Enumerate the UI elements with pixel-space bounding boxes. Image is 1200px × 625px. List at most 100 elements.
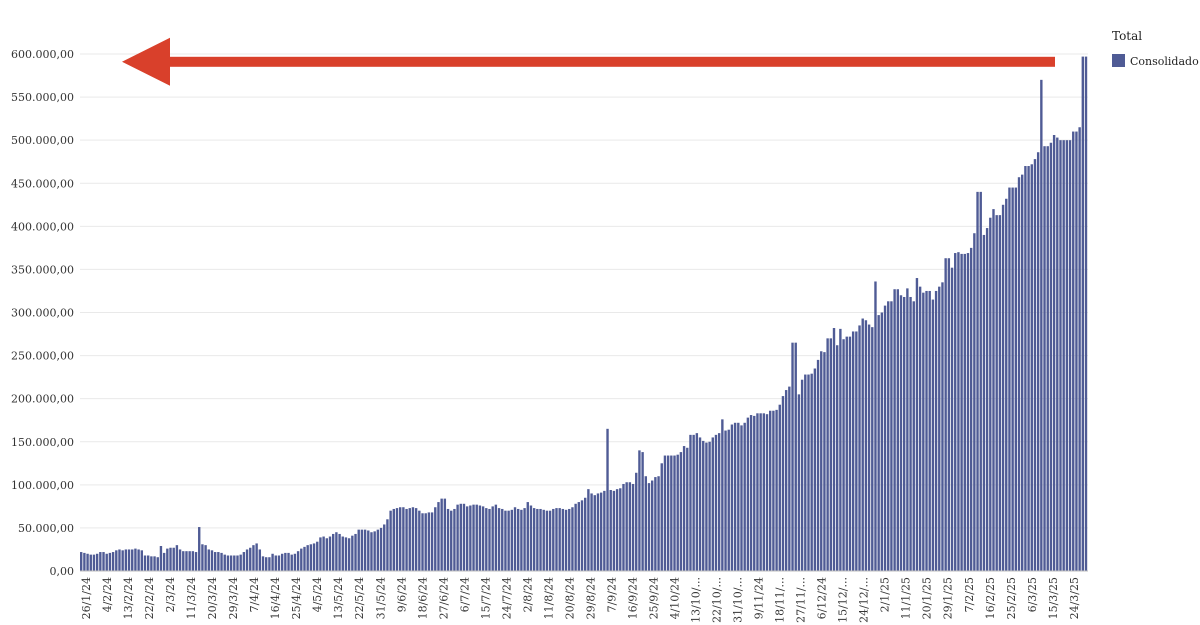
bar[interactable] (89, 554, 92, 571)
bar[interactable] (86, 553, 89, 571)
bar[interactable] (893, 289, 896, 571)
bar[interactable] (826, 338, 829, 571)
bar[interactable] (925, 290, 928, 571)
bar[interactable] (944, 258, 947, 571)
bar[interactable] (1043, 146, 1046, 571)
bar[interactable] (887, 301, 890, 571)
bar[interactable] (207, 549, 210, 571)
bar[interactable] (1017, 177, 1021, 571)
bar[interactable] (1030, 164, 1033, 572)
bar[interactable] (985, 228, 989, 571)
bar[interactable] (861, 318, 864, 571)
bar[interactable] (845, 336, 848, 571)
bar[interactable] (679, 452, 683, 571)
bar[interactable] (111, 552, 115, 571)
bar[interactable] (274, 555, 277, 571)
bar[interactable] (386, 519, 389, 571)
bar[interactable] (772, 410, 775, 571)
bar[interactable] (992, 209, 995, 571)
bar[interactable] (462, 503, 466, 571)
bar[interactable] (670, 455, 673, 571)
bar[interactable] (532, 508, 536, 571)
bar[interactable] (727, 429, 730, 571)
bar[interactable] (249, 547, 252, 571)
bar[interactable] (363, 529, 367, 571)
bar[interactable] (510, 509, 514, 571)
bar[interactable] (134, 548, 137, 571)
bar[interactable] (902, 296, 906, 571)
bar[interactable] (743, 422, 746, 571)
bar[interactable] (577, 502, 581, 571)
bar[interactable] (839, 328, 842, 571)
bar[interactable] (367, 530, 370, 572)
bar[interactable] (615, 489, 619, 571)
bar[interactable] (896, 289, 899, 571)
bar[interactable] (178, 549, 182, 571)
bar[interactable] (871, 327, 874, 571)
bar[interactable] (1036, 152, 1040, 572)
bar[interactable] (513, 507, 517, 571)
bar[interactable] (1075, 131, 1078, 572)
bar[interactable] (954, 253, 957, 572)
bar[interactable] (912, 301, 915, 571)
bar[interactable] (1001, 204, 1005, 572)
bar[interactable] (233, 555, 236, 571)
bar[interactable] (628, 482, 632, 571)
bar[interactable] (146, 555, 150, 571)
bar[interactable] (969, 247, 973, 572)
bar[interactable] (1033, 159, 1037, 571)
bar[interactable] (1027, 166, 1030, 571)
bar[interactable] (756, 413, 759, 571)
bar[interactable] (529, 505, 533, 571)
bar[interactable] (213, 552, 217, 571)
bar[interactable] (488, 508, 491, 571)
bar[interactable] (603, 490, 606, 571)
bar[interactable] (947, 258, 951, 571)
bar[interactable] (1065, 140, 1069, 572)
bar[interactable] (574, 503, 577, 571)
bar[interactable] (695, 433, 699, 571)
bar[interactable] (641, 452, 644, 571)
bar[interactable] (836, 345, 839, 571)
bar[interactable] (210, 550, 214, 571)
bar[interactable] (1081, 56, 1085, 571)
bar[interactable] (1056, 137, 1059, 571)
bar[interactable] (587, 489, 590, 571)
bar[interactable] (226, 555, 230, 571)
bar[interactable] (1072, 131, 1075, 572)
bar[interactable] (804, 374, 807, 571)
bar[interactable] (290, 554, 293, 571)
bar[interactable] (140, 550, 143, 571)
bar[interactable] (150, 556, 153, 571)
bar[interactable] (245, 549, 249, 571)
bar[interactable] (325, 538, 329, 571)
bar[interactable] (303, 546, 306, 571)
bar[interactable] (494, 504, 498, 571)
bar[interactable] (450, 510, 453, 571)
bar[interactable] (507, 510, 510, 571)
bar[interactable] (430, 512, 434, 571)
bar[interactable] (357, 529, 360, 571)
bar[interactable] (95, 553, 99, 571)
bar[interactable] (427, 512, 431, 571)
bar[interactable] (332, 533, 335, 571)
bar[interactable] (277, 555, 281, 571)
bar[interactable] (536, 508, 539, 571)
bar[interactable] (673, 455, 676, 571)
bar[interactable] (108, 552, 112, 571)
bar[interactable] (823, 352, 826, 571)
bar[interactable] (440, 498, 443, 571)
bar[interactable] (376, 529, 380, 571)
bar[interactable] (1046, 146, 1049, 571)
bar[interactable] (909, 296, 912, 571)
bar[interactable] (552, 508, 555, 571)
bar[interactable] (300, 548, 303, 571)
bar[interactable] (443, 498, 447, 571)
bar[interactable] (434, 507, 437, 571)
bar[interactable] (813, 368, 817, 571)
bar[interactable] (497, 508, 501, 571)
bar[interactable] (966, 253, 970, 572)
bar[interactable] (740, 425, 743, 571)
bar[interactable] (1052, 135, 1056, 571)
bar[interactable] (1014, 187, 1018, 571)
